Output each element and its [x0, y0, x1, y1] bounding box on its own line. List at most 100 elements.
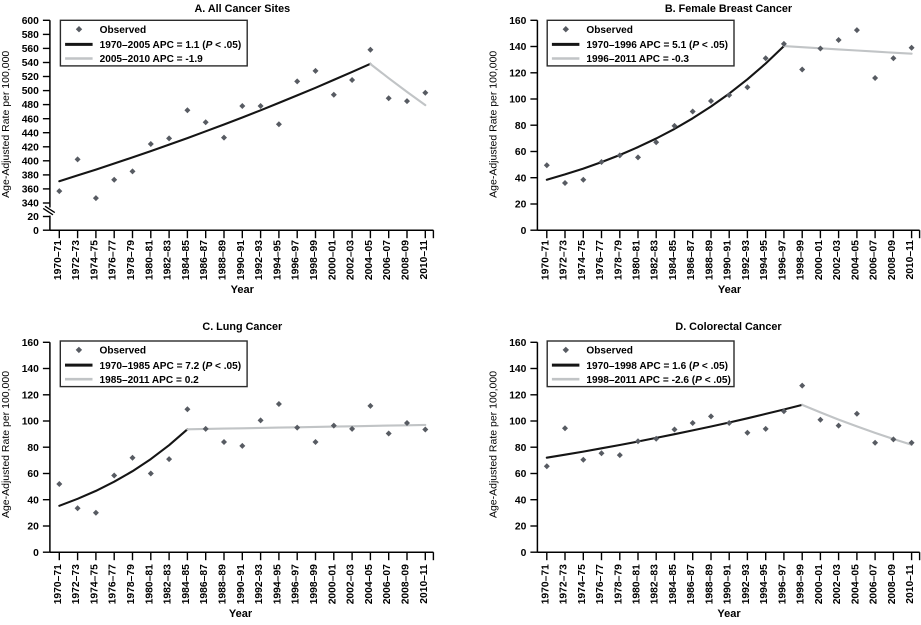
svg-text:Observed: Observed: [586, 346, 633, 357]
svg-text:580: 580: [22, 30, 39, 41]
svg-text:2002–03: 2002–03: [832, 564, 843, 604]
svg-text:Year: Year: [717, 608, 741, 620]
svg-text:Observed: Observed: [100, 25, 147, 36]
svg-text:0: 0: [521, 226, 527, 237]
svg-text:1998–99: 1998–99: [796, 240, 807, 280]
svg-text:1970–1996 APC = 5.1 (P < .05): 1970–1996 APC = 5.1 (P < .05): [586, 40, 728, 51]
svg-text:1996–97: 1996–97: [291, 240, 302, 280]
svg-text:2000–01: 2000–01: [327, 564, 338, 604]
svg-text:1996–97: 1996–97: [291, 564, 302, 604]
svg-text:Age-Adjusted Rate per 100,000: Age-Adjusted Rate per 100,000: [488, 51, 500, 198]
svg-text:1972–73: 1972–73: [71, 564, 82, 604]
svg-text:80: 80: [27, 443, 39, 454]
svg-text:360: 360: [22, 185, 39, 196]
svg-text:1978–79: 1978–79: [126, 564, 137, 604]
svg-text:1970–1985 APC = 7.2 (P < .05): 1970–1985 APC = 7.2 (P < .05): [100, 361, 242, 372]
svg-text:560: 560: [22, 44, 39, 55]
svg-text:2004–05: 2004–05: [364, 240, 375, 280]
svg-text:1974–75: 1974–75: [89, 564, 100, 604]
svg-text:1974–75: 1974–75: [577, 240, 588, 280]
svg-text:120: 120: [509, 390, 526, 401]
svg-text:340: 340: [22, 199, 39, 210]
svg-text:1998–99: 1998–99: [309, 240, 320, 280]
svg-text:20: 20: [515, 522, 527, 533]
svg-text:B. Female Breast Cancer: B. Female Breast Cancer: [665, 3, 793, 15]
svg-text:2010–11: 2010–11: [905, 564, 916, 604]
svg-text:100: 100: [509, 417, 526, 428]
svg-text:1970–2005 APC = 1.1 (P < .05): 1970–2005 APC = 1.1 (P < .05): [100, 40, 242, 51]
svg-text:1978–79: 1978–79: [613, 240, 624, 280]
svg-text:2010–11: 2010–11: [419, 240, 430, 280]
svg-text:160: 160: [509, 16, 526, 27]
svg-text:1992–93: 1992–93: [741, 240, 752, 280]
svg-text:2008–09: 2008–09: [887, 564, 898, 604]
svg-text:1974–75: 1974–75: [89, 240, 100, 280]
svg-text:1988–89: 1988–89: [218, 240, 229, 280]
svg-text:1976–77: 1976–77: [108, 240, 119, 280]
svg-text:C. Lung Cancer: C. Lung Cancer: [202, 321, 283, 333]
svg-text:40: 40: [515, 173, 527, 184]
svg-text:1970–71: 1970–71: [53, 240, 64, 280]
svg-text:1972–73: 1972–73: [559, 564, 570, 604]
svg-text:0: 0: [521, 548, 527, 559]
svg-text:460: 460: [22, 114, 39, 125]
svg-text:500: 500: [22, 86, 39, 97]
svg-text:2002–03: 2002–03: [346, 240, 357, 280]
svg-text:1988–89: 1988–89: [705, 240, 716, 280]
svg-text:2000–01: 2000–01: [327, 240, 338, 280]
svg-text:440: 440: [22, 128, 39, 139]
svg-text:2006–07: 2006–07: [869, 564, 880, 604]
svg-text:400: 400: [22, 156, 39, 167]
svg-text:1984–85: 1984–85: [668, 240, 679, 280]
svg-text:1996–97: 1996–97: [777, 240, 788, 280]
svg-text:1978–79: 1978–79: [126, 240, 137, 280]
svg-text:2005–2010 APC = -1.9: 2005–2010 APC = -1.9: [100, 54, 204, 65]
svg-text:60: 60: [515, 147, 527, 158]
svg-text:2006–07: 2006–07: [382, 240, 393, 280]
svg-text:1976–77: 1976–77: [108, 564, 119, 604]
svg-text:1996–97: 1996–97: [777, 564, 788, 604]
svg-text:480: 480: [22, 100, 39, 111]
svg-text:140: 140: [509, 42, 526, 53]
svg-text:120: 120: [22, 390, 39, 401]
svg-text:1976–77: 1976–77: [595, 564, 606, 604]
svg-text:1998–99: 1998–99: [309, 564, 320, 604]
svg-text:1988–89: 1988–89: [218, 564, 229, 604]
svg-text:1982–83: 1982–83: [163, 240, 174, 280]
svg-text:Age-Adjusted Rate per 100,000: Age-Adjusted Rate per 100,000: [0, 51, 12, 198]
svg-text:1986–87: 1986–87: [199, 564, 210, 604]
svg-text:2006–07: 2006–07: [382, 564, 393, 604]
svg-text:2008–09: 2008–09: [401, 240, 412, 280]
svg-text:1976–77: 1976–77: [595, 240, 606, 280]
svg-text:2004–05: 2004–05: [850, 564, 861, 604]
svg-text:D. Colorectal Cancer: D. Colorectal Cancer: [675, 321, 782, 333]
svg-text:2008–09: 2008–09: [887, 240, 898, 280]
svg-text:2002–03: 2002–03: [346, 564, 357, 604]
svg-text:160: 160: [22, 338, 39, 349]
svg-text:1996–2011 APC = -0.3: 1996–2011 APC = -0.3: [586, 54, 689, 65]
svg-text:20: 20: [515, 200, 527, 211]
svg-text:1986–87: 1986–87: [686, 564, 697, 604]
svg-text:1994–95: 1994–95: [272, 240, 283, 280]
svg-text:1994–95: 1994–95: [272, 564, 283, 604]
svg-text:Year: Year: [231, 284, 255, 296]
svg-text:140: 140: [509, 364, 526, 375]
svg-text:100: 100: [509, 95, 526, 106]
svg-text:1982–83: 1982–83: [650, 564, 661, 604]
svg-text:1982–83: 1982–83: [650, 240, 661, 280]
svg-text:1988–89: 1988–89: [705, 564, 716, 604]
svg-text:80: 80: [515, 443, 527, 454]
svg-text:1992–93: 1992–93: [254, 564, 265, 604]
svg-text:Year: Year: [718, 284, 742, 296]
svg-text:1970–71: 1970–71: [53, 564, 64, 604]
svg-text:1974–75: 1974–75: [577, 564, 588, 604]
svg-text:2000–01: 2000–01: [814, 564, 825, 604]
svg-text:1982–83: 1982–83: [163, 564, 174, 604]
svg-text:1970–1998 APC = 1.6 (P < .05): 1970–1998 APC = 1.6 (P < .05): [586, 361, 728, 372]
svg-text:520: 520: [22, 72, 39, 83]
svg-text:600: 600: [22, 16, 39, 27]
svg-text:1985–2011 APC = 0.2: 1985–2011 APC = 0.2: [100, 375, 200, 386]
svg-text:1986–87: 1986–87: [686, 240, 697, 280]
svg-text:1972–73: 1972–73: [71, 240, 82, 280]
svg-text:1994–95: 1994–95: [759, 240, 770, 280]
